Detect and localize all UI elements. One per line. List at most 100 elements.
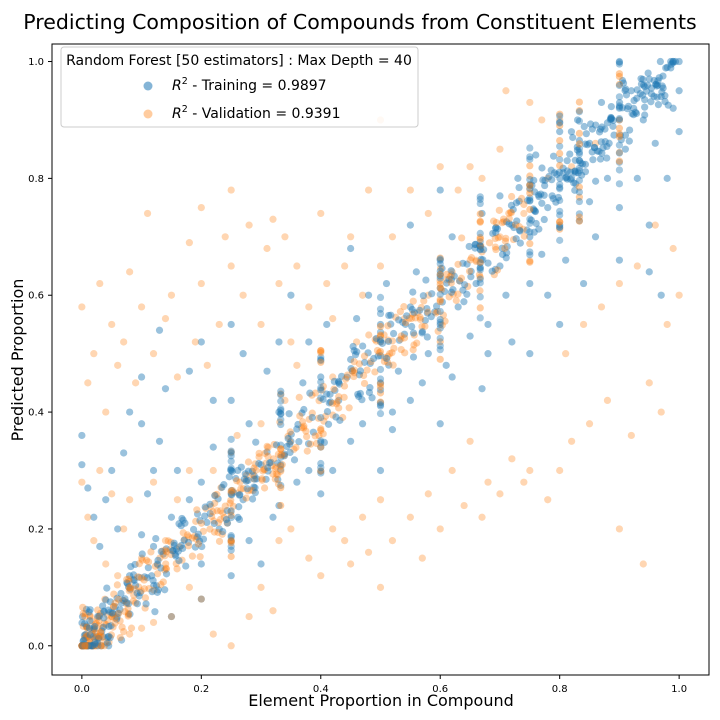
data-point (99, 633, 108, 641)
data-point (105, 632, 113, 640)
data-point (185, 367, 193, 375)
data-point (161, 552, 169, 560)
data-point (80, 634, 89, 642)
data-point (86, 631, 94, 639)
data-point (436, 270, 444, 279)
data-point (151, 608, 159, 616)
data-point (131, 560, 139, 569)
data-point (472, 257, 480, 266)
legend-validation-text: - Validation = 0.9391 (188, 106, 341, 122)
data-point (376, 336, 385, 344)
data-point (225, 473, 233, 481)
data-point (80, 642, 88, 650)
data-point (575, 136, 584, 145)
data-point (78, 431, 86, 440)
data-point (675, 291, 683, 299)
data-point (314, 414, 323, 422)
data-point (284, 434, 292, 443)
data-point (255, 459, 263, 468)
data-point (83, 642, 91, 650)
data-point (341, 262, 349, 270)
data-point (615, 116, 624, 124)
data-point (182, 562, 190, 570)
data-point (197, 595, 205, 603)
data-point (575, 164, 583, 172)
data-point (376, 328, 385, 336)
data-point (505, 220, 513, 228)
data-point (526, 205, 534, 214)
data-point (402, 319, 410, 327)
data-point (624, 102, 633, 110)
data-point (329, 373, 337, 381)
data-point (476, 287, 484, 295)
data-point (575, 148, 583, 156)
data-point (141, 594, 150, 602)
data-point (91, 639, 99, 647)
data-point (215, 320, 223, 329)
data-point (376, 352, 385, 360)
data-point (615, 158, 624, 166)
legend-label-validation: R2 - Validation = 0.9391 (172, 104, 340, 122)
data-point (488, 267, 496, 275)
data-point (93, 639, 102, 647)
data-point (110, 590, 118, 598)
data-point (360, 358, 369, 366)
data-point (317, 346, 325, 355)
data-point (209, 630, 217, 638)
data-point (595, 128, 604, 136)
data-point (215, 525, 223, 533)
data-point (508, 455, 516, 463)
data-point (578, 160, 587, 168)
data-point (144, 558, 153, 566)
data-point (332, 413, 340, 421)
data-point (476, 233, 484, 241)
data-point (180, 536, 188, 544)
data-point (116, 606, 124, 614)
data-point (591, 233, 600, 241)
data-point (79, 642, 87, 650)
data-point (526, 240, 534, 248)
data-point (99, 623, 108, 631)
data-point (627, 431, 635, 440)
data-point (630, 96, 638, 105)
data-point (272, 441, 281, 449)
data-point (319, 430, 327, 438)
data-point (428, 290, 436, 298)
data-point (104, 617, 112, 625)
data-point (455, 277, 464, 285)
data-point (502, 254, 510, 262)
data-point (436, 272, 444, 280)
data-point (639, 560, 647, 568)
data-point (162, 548, 171, 556)
data-point (135, 573, 143, 581)
data-point (615, 116, 624, 124)
data-point (653, 93, 661, 101)
data-point (84, 642, 92, 650)
data-point (277, 409, 285, 418)
y-tick-label: 0.8 (28, 174, 44, 185)
data-point (376, 380, 385, 388)
data-point (376, 305, 385, 313)
data-point (615, 60, 624, 68)
data-point (167, 551, 175, 559)
data-point (366, 359, 374, 368)
data-point (293, 361, 301, 369)
data-point (347, 437, 355, 445)
data-point (120, 449, 128, 457)
data-point (286, 440, 294, 448)
data-point (350, 369, 358, 377)
data-point (621, 85, 630, 93)
data-point (650, 92, 658, 100)
data-point (585, 139, 594, 147)
data-point (213, 490, 221, 498)
data-point (277, 481, 285, 490)
data-point (82, 605, 91, 613)
data-point (530, 176, 538, 184)
data-point (269, 513, 277, 521)
data-point (436, 297, 444, 306)
data-point (466, 163, 474, 171)
data-point (91, 621, 99, 629)
data-point (175, 557, 183, 565)
data-point (126, 572, 134, 580)
data-point (137, 624, 146, 632)
